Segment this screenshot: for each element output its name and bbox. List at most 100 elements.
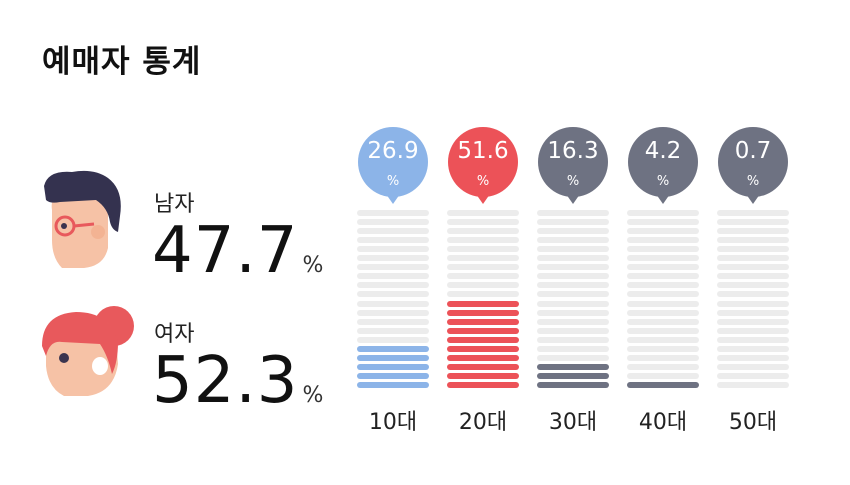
bar-segment-empty	[717, 363, 789, 370]
bar-segment-empty	[357, 210, 429, 216]
bar-segment-empty	[627, 309, 699, 316]
bar-segment-empty	[447, 282, 519, 289]
bar-segment-filled	[537, 381, 609, 388]
bar-segment-empty	[627, 300, 699, 307]
bar-segment-empty	[627, 255, 699, 262]
male-percentage: 47.7 %	[152, 214, 323, 288]
bar-segment-empty	[717, 309, 789, 316]
bar-segment-empty	[537, 273, 609, 280]
bar-segment-filled	[447, 300, 519, 307]
bar-segment-empty	[717, 381, 789, 388]
bar-segment-empty	[537, 327, 609, 334]
bar-segment-empty	[717, 237, 789, 244]
bar-segment-empty	[627, 336, 699, 343]
x-tick-label: 30대	[548, 410, 598, 435]
bar-segment-empty	[717, 264, 789, 271]
bar-segment-empty	[357, 237, 429, 244]
bar-segment-empty	[537, 300, 609, 307]
bar-segment-empty	[357, 309, 429, 316]
data-label: 51.6	[457, 138, 509, 164]
bar-segment-empty	[537, 219, 609, 226]
male-percentage-unit: %	[302, 253, 324, 278]
data-label-unit: %	[476, 174, 490, 189]
bar-segment-filled	[447, 309, 519, 316]
bar-segment-empty	[357, 327, 429, 334]
bar-segment-filled	[447, 336, 519, 343]
bar-segment-empty	[447, 246, 519, 253]
bar-segment-filled	[447, 345, 519, 352]
bar-segment-empty	[717, 282, 789, 289]
bar-segment-empty	[357, 291, 429, 298]
value-bubble-pointer	[386, 194, 400, 204]
bar-segment-filled	[357, 372, 429, 379]
bar-segment-empty	[357, 255, 429, 262]
bar-segment-empty	[717, 327, 789, 334]
bar-segment-empty	[447, 210, 519, 216]
bar-segment-empty	[717, 345, 789, 352]
bar-segment-filled	[357, 354, 429, 361]
bar-segment-empty	[627, 228, 699, 235]
value-bubble-circle	[358, 127, 428, 197]
bar-segment-empty	[717, 372, 789, 379]
bar-segment-empty	[717, 336, 789, 343]
x-tick-label: 50대	[728, 410, 778, 435]
value-bubble: 51.6%	[447, 126, 523, 206]
bar-segment-empty	[357, 336, 429, 343]
bar-segment-empty	[357, 264, 429, 271]
bar-segment-empty	[717, 219, 789, 226]
bar-segment-empty	[627, 282, 699, 289]
bar-segment-empty	[627, 291, 699, 298]
bar-segment-empty	[357, 228, 429, 235]
male-face-icon	[44, 170, 121, 268]
data-label: 0.7	[734, 138, 772, 164]
bar-segment-empty	[627, 363, 699, 370]
bar-segment-empty	[537, 255, 609, 262]
bar-segment-empty	[627, 264, 699, 271]
bar-segment-empty	[357, 273, 429, 280]
bar-segment-empty	[537, 336, 609, 343]
bar-segment-empty	[537, 210, 609, 216]
bar-segment-empty	[717, 291, 789, 298]
bar-segment-empty	[627, 273, 699, 280]
bar-segment-empty	[537, 228, 609, 235]
male-label: 남자	[154, 192, 195, 217]
bar-segment-empty	[537, 282, 609, 289]
value-bubble-circle	[628, 127, 698, 197]
female-percentage-unit: %	[302, 383, 324, 408]
bar-segment-empty	[357, 282, 429, 289]
bar-segment-empty	[717, 273, 789, 280]
value-bubble: 26.9%	[357, 126, 433, 206]
data-label-unit: %	[386, 174, 400, 189]
bar-segment-empty	[717, 300, 789, 307]
bar-segment-empty	[627, 237, 699, 244]
bar-segment-empty	[717, 354, 789, 361]
male-percentage-value: 47.7	[152, 214, 299, 288]
bar-segment-empty	[447, 264, 519, 271]
value-bubble: 4.2%	[627, 126, 703, 206]
value-bubble-circle	[538, 127, 608, 197]
data-label-unit: %	[566, 174, 580, 189]
bar-segment-empty	[447, 291, 519, 298]
data-label-unit: %	[746, 174, 760, 189]
bar-segment-empty	[357, 246, 429, 253]
value-bubble: 0.7%	[717, 126, 793, 206]
bar-segment-empty	[537, 237, 609, 244]
bar-segment-empty	[717, 246, 789, 253]
bar-segment-empty	[717, 228, 789, 235]
bar-segment-empty	[627, 372, 699, 379]
bar-segment-empty	[717, 318, 789, 325]
x-tick-label: 20대	[458, 410, 508, 435]
value-bubble-pointer	[746, 194, 760, 204]
bar-segment-empty	[357, 318, 429, 325]
bar-segment-empty	[537, 345, 609, 352]
bar-segment-filled	[447, 363, 519, 370]
bar-segment-filled	[447, 354, 519, 361]
bar-segment-empty	[627, 327, 699, 334]
bar-segment-empty	[627, 345, 699, 352]
bar-segment-empty	[447, 255, 519, 262]
bar-segment-empty	[447, 228, 519, 235]
bar-segment-empty	[537, 318, 609, 325]
bar-segment-empty	[627, 318, 699, 325]
value-bubble-pointer	[566, 194, 580, 204]
bar-segment-filled	[537, 372, 609, 379]
